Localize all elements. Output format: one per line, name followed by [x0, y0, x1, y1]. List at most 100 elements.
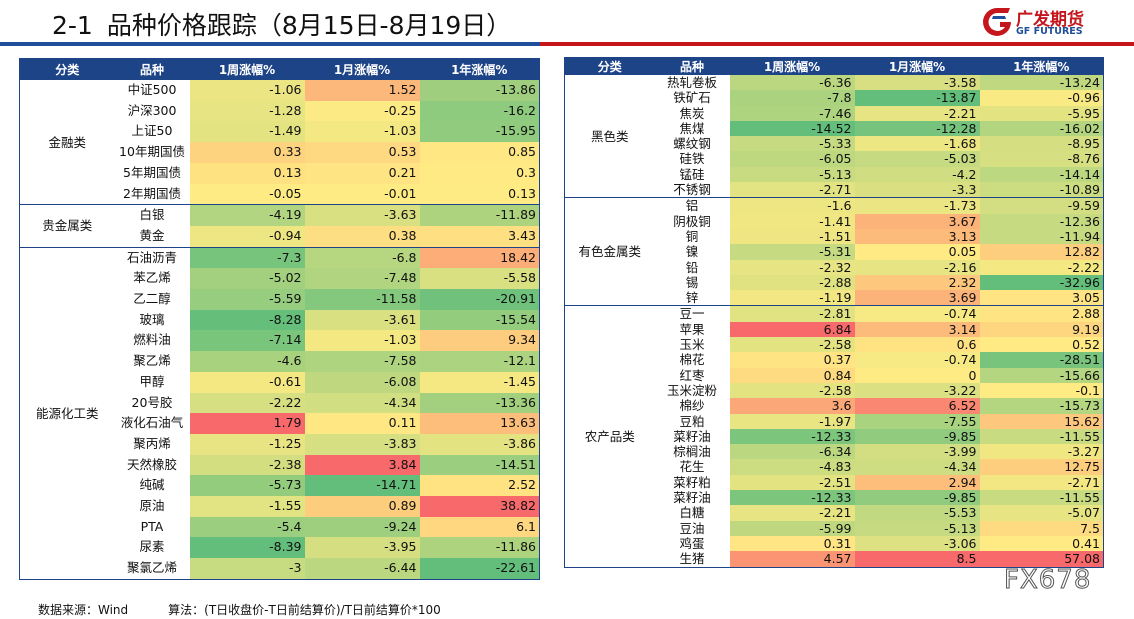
table-row: 不锈钢 -2.71 -3.3 -10.89 [565, 182, 1104, 198]
header-week-change: 1周涨幅% [189, 58, 305, 80]
year-change-cell: -3.86 [419, 433, 540, 455]
month-change-cell: -3.06 [854, 535, 980, 552]
week-change-cell: -1.28 [189, 100, 305, 122]
table-row: 能源化工类 石油沥青 -7.3 -6.8 18.42 [19, 246, 540, 580]
variety-cell: 黄金 [139, 227, 165, 243]
year-change-cell: 0.52 [979, 337, 1104, 353]
table-row: 聚丙烯 -1.25 -3.83 -3.86 [20, 433, 540, 455]
year-change-cell: -16.2 [419, 100, 540, 122]
variety-cell: 上证50 [131, 123, 173, 139]
variety-cell: 锡 [685, 274, 699, 290]
table-row: 鸡蛋 0.31 -3.06 0.41 [565, 535, 1104, 552]
page-title: 2-1 品种价格跟踪（8月15日-8月19日） [52, 6, 511, 42]
category-cell: 贵金属类 [19, 204, 115, 248]
variety-cell: 玻璃 [139, 311, 165, 327]
month-change-cell: 3.69 [854, 290, 980, 306]
year-change-cell: 57.08 [979, 551, 1104, 567]
variety-cell: 棉纱 [679, 398, 705, 414]
table-row: 聚乙烯 -4.6 -7.58 -12.1 [20, 351, 540, 372]
year-change-cell: -11.55 [979, 490, 1104, 506]
variety-cell: 锌 [685, 290, 699, 306]
variety-cell: 镍 [685, 244, 699, 260]
week-change-cell: -7.46 [729, 105, 855, 121]
week-change-cell: -1.19 [729, 290, 855, 306]
week-change-cell: -5.59 [189, 289, 305, 310]
table-row: 10年期国债 0.33 0.53 0.85 [20, 142, 540, 163]
year-change-cell: -11.55 [979, 428, 1104, 445]
week-change-cell: -4.19 [189, 204, 305, 226]
month-change-cell: -6.44 [304, 558, 420, 580]
week-change-cell: -14.52 [729, 120, 855, 137]
table-row: 黄金 -0.94 0.38 3.43 [20, 225, 540, 248]
title-text: 品种价格跟踪（8月15日-8月19日） [106, 11, 512, 40]
table-row: 贵金属类 白银 -4.19 -3.63 -11.89 [19, 204, 540, 248]
year-change-cell: -13.24 [979, 75, 1104, 91]
week-change-cell: -5.73 [189, 475, 305, 497]
year-change-cell: 3.05 [979, 290, 1104, 306]
gf-logo: 广发期货 GF FUTURES [980, 4, 1120, 40]
month-change-cell: -3.58 [854, 75, 980, 91]
month-change-cell: -0.25 [304, 100, 420, 122]
month-change-cell: -9.85 [854, 490, 980, 506]
table-row: 花生 -4.83 -4.34 12.75 [565, 459, 1104, 475]
year-change-cell: -20.91 [419, 289, 540, 310]
year-change-cell: 9.34 [419, 330, 540, 352]
variety-cell: 螺纹钢 [673, 136, 711, 152]
week-change-cell: 6.84 [729, 321, 855, 338]
variety-cell: 20号胶 [131, 394, 173, 410]
category-cell: 农产品类 [564, 305, 655, 567]
variety-cell: 玉米淀粉 [666, 382, 717, 398]
year-change-cell: 7.5 [979, 520, 1104, 536]
month-change-cell: -1.68 [854, 136, 980, 152]
month-change-cell: -7.48 [304, 268, 420, 290]
week-change-cell: -2.38 [189, 454, 305, 476]
week-change-cell: -2.88 [729, 274, 855, 291]
variety-cell: 聚丙烯 [133, 435, 171, 451]
week-change-cell: 1.79 [189, 413, 305, 434]
year-change-cell: -15.73 [979, 398, 1104, 414]
week-change-cell: -5.33 [729, 136, 855, 152]
table-row: 聚氯乙烯 -3 -6.44 -22.61 [20, 558, 540, 580]
week-change-cell: -1.06 [189, 80, 305, 101]
variety-cell: 菜籽粕 [673, 474, 711, 490]
table-row: 苯乙烯 -5.02 -7.48 -5.58 [20, 268, 540, 290]
table-row: 棕榈油 -6.34 -3.99 -3.27 [565, 444, 1104, 460]
right-header-row: 分类 品种 1周涨幅% 1月涨幅% 1年涨幅% [564, 57, 1104, 75]
week-change-cell: -6.05 [729, 151, 855, 167]
year-change-cell: -0.96 [979, 90, 1104, 106]
year-change-cell: 2.52 [419, 475, 540, 497]
table-row: 原油 -1.55 0.89 38.82 [20, 496, 540, 517]
week-change-cell: -7.14 [189, 330, 305, 352]
year-change-cell: -8.95 [979, 136, 1104, 152]
variety-cell: 生猪 [679, 551, 705, 567]
table-row: 黑色类 热轧卷板 -6.36 -3.58 -13.24 [565, 75, 1104, 144]
table-row: 玻璃 -8.28 -3.61 -15.54 [20, 309, 540, 331]
variety-cell: 乙二醇 [133, 291, 171, 307]
title-number: 2-1 [52, 11, 93, 40]
month-change-cell: 0.05 [854, 244, 980, 260]
month-change-cell: 8.5 [854, 551, 980, 567]
year-change-cell: -5.58 [419, 268, 540, 290]
table-row: 螺纹钢 -5.33 -1.68 -8.95 [565, 136, 1104, 152]
table-row: 镍 -5.31 0.05 12.82 [565, 244, 1104, 260]
table-row: 燃料油 -7.14 -1.03 9.34 [20, 330, 540, 352]
variety-cell: 苹果 [679, 321, 705, 337]
year-change-cell: 3.43 [419, 225, 540, 248]
variety-cell: 聚氯乙烯 [126, 560, 177, 576]
week-change-cell: -1.97 [729, 413, 855, 429]
table-row: 白糖 -2.21 -5.53 -5.07 [565, 505, 1104, 521]
month-change-cell: -3.61 [304, 309, 420, 331]
variety-cell: 豆粕 [679, 413, 705, 429]
week-change-cell: -7.8 [729, 90, 855, 106]
variety-cell: 棉花 [679, 352, 705, 368]
month-change-cell: -0.01 [304, 183, 420, 205]
year-change-cell: 6.1 [419, 516, 540, 538]
week-change-cell: -1.25 [189, 433, 305, 455]
year-change-cell: 13.63 [419, 413, 540, 434]
month-change-cell: -12.28 [854, 120, 980, 137]
table-row: 玉米淀粉 -2.58 -3.22 -0.1 [565, 382, 1104, 399]
variety-cell: 豆一 [654, 305, 730, 322]
variety-cell: 不锈钢 [673, 182, 711, 198]
year-change-cell: -13.86 [419, 80, 540, 101]
month-change-cell: -6.08 [304, 371, 420, 393]
